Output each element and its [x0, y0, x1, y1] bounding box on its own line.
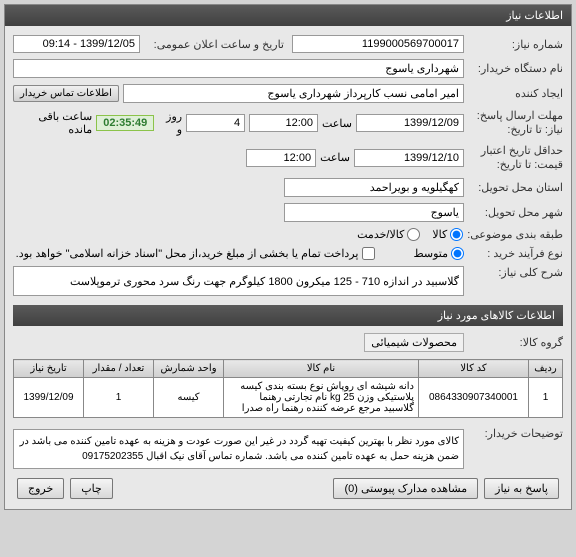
need-info-panel: اطلاعات نیاز شماره نیاز: 119900056970001…: [4, 4, 572, 510]
org-label: نام دستگاه خریدار:: [468, 62, 563, 75]
th-name: نام کالا: [224, 360, 419, 378]
cell-unit: کیسه: [154, 378, 224, 418]
announce-label: تاریخ و ساعت اعلان عمومی:: [144, 38, 284, 51]
deadline-send-hour-label: ساعت: [322, 117, 352, 130]
deadline-price-label: حداقل تاریخ اعتبار قیمت: تا تاریخ:: [468, 144, 563, 173]
category-radios: کالا کالا/خدمت: [357, 228, 463, 241]
print-button[interactable]: چاپ: [70, 478, 113, 499]
table-header-row: ردیف کد کالا نام کالا واحد شمارش تعداد /…: [14, 360, 563, 378]
creator-value: امیر امامی نسب کارپرداز شهرداری یاسوج: [123, 84, 464, 103]
treasury-checkbox[interactable]: [362, 247, 375, 260]
deadline-days-label: روز و: [158, 110, 182, 136]
deadline-days: 4: [186, 114, 245, 132]
attachments-button[interactable]: مشاهده مدارک پیوستی (0): [333, 478, 478, 499]
cell-idx: 1: [529, 378, 563, 418]
deadline-price-hour: 12:00: [246, 149, 316, 167]
category-goods-radio[interactable]: [450, 228, 463, 241]
th-code: کد کالا: [419, 360, 529, 378]
city-label: شهر محل تحویل:: [468, 206, 563, 219]
reply-button[interactable]: پاسخ به نیاز: [484, 478, 559, 499]
org-value: شهرداری یاسوج: [13, 59, 464, 78]
panel-header: اطلاعات نیاز: [5, 5, 571, 26]
deadline-price-date: 1399/12/10: [354, 149, 464, 167]
category-service-radio[interactable]: [407, 228, 420, 241]
buyer-desc-text: کالای مورد نظر با بهترین کیفیت تهیه گردد…: [13, 429, 464, 469]
deadline-send-label: مهلت ارسال پاسخ: نیاز: تا تاریخ:: [468, 109, 563, 138]
cell-qty: 1: [84, 378, 154, 418]
announce-value: 1399/12/05 - 09:14: [13, 35, 140, 53]
deadline-remaining: 02:35:49: [96, 115, 154, 131]
contact-button[interactable]: اطلاعات تماس خریدار: [13, 85, 119, 102]
panel-body: شماره نیاز: 1199000569700017 تاریخ و ساع…: [5, 26, 571, 509]
buy-process-radio[interactable]: [451, 247, 464, 260]
th-idx: ردیف: [529, 360, 563, 378]
cell-date: 1399/12/09: [14, 378, 84, 418]
footer-bar: پاسخ به نیاز مشاهده مدارک پیوستی (0) چاپ…: [13, 472, 563, 503]
group-value: محصولات شیمیائی: [364, 333, 464, 352]
items-section-title: اطلاعات کالاهای مورد نیاز: [13, 305, 563, 326]
buy-process-label: نوع فرآیند خرید :: [468, 247, 563, 260]
province-label: استان محل تحویل:: [468, 181, 563, 194]
deadline-price-hour-label: ساعت: [320, 151, 350, 164]
th-qty: تعداد / مقدار: [84, 360, 154, 378]
buyer-desc-label: توضیحات خریدار:: [468, 427, 563, 440]
panel-title: اطلاعات نیاز: [506, 9, 563, 22]
exit-button[interactable]: خروج: [17, 478, 64, 499]
category-goods-option[interactable]: کالا: [432, 228, 463, 241]
deadline-send-hour: 12:00: [249, 114, 318, 132]
group-label: گروه کالا:: [468, 336, 563, 349]
need-number-label: شماره نیاز:: [468, 38, 563, 51]
cell-name: دانه شیشه ای روپاش نوع بسته بندی کیسه پل…: [224, 378, 419, 418]
treasury-note: پرداخت تمام یا بخشی از مبلغ خرید،از محل …: [16, 247, 359, 260]
items-table: ردیف کد کالا نام کالا واحد شمارش تعداد /…: [13, 359, 563, 418]
buy-process-opt1[interactable]: متوسط: [413, 247, 464, 260]
category-service-option[interactable]: کالا/خدمت: [357, 228, 420, 241]
deadline-remaining-label: ساعت باقی مانده: [13, 110, 92, 136]
deadline-send-date: 1399/12/09: [356, 114, 464, 132]
cell-code: 0864330907340001: [419, 378, 529, 418]
th-date: تاریخ نیاز: [14, 360, 84, 378]
table-row: 1 0864330907340001 دانه شیشه ای روپاش نو…: [14, 378, 563, 418]
city-value: یاسوج: [284, 203, 464, 222]
province-value: کهگیلویه و بویراحمد: [284, 178, 464, 197]
category-label: طبقه بندی موضوعی:: [467, 228, 563, 241]
creator-label: ایجاد کننده: [468, 87, 563, 100]
summary-label: شرح کلی نیاز:: [468, 266, 563, 279]
summary-value: گلاسبید در اندازه 710 - 125 میکرون 1800 …: [13, 266, 464, 296]
th-unit: واحد شمارش: [154, 360, 224, 378]
need-number-value: 1199000569700017: [292, 35, 464, 53]
